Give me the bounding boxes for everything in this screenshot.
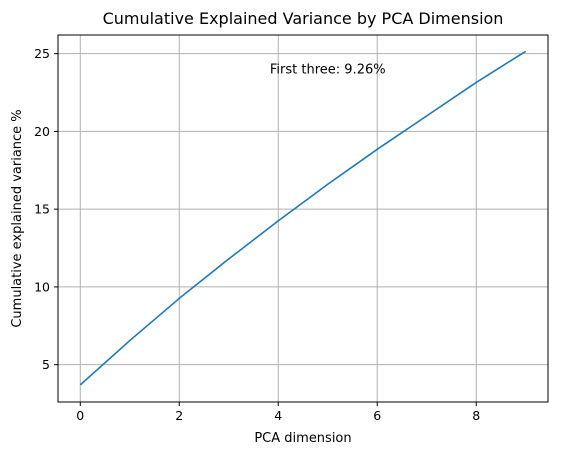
chart-title: Cumulative Explained Variance by PCA Dim… (103, 9, 504, 28)
y-axis-label: Cumulative explained variance % (10, 109, 25, 327)
x-tick-label-1: 2 (175, 408, 183, 423)
grid (58, 35, 548, 402)
y-tick-label-2: 15 (34, 202, 50, 217)
y-tick-label-0: 5 (42, 357, 50, 372)
y-tick-label-4: 25 (34, 46, 50, 61)
x-tick-label-4: 8 (472, 408, 480, 423)
x-axis-label: PCA dimension (254, 431, 351, 446)
x-tick-label-0: 0 (76, 408, 84, 423)
x-tick-label-2: 4 (274, 408, 282, 423)
series-layer (79, 50, 527, 386)
y-tick-label-3: 20 (34, 124, 50, 139)
ticks: 0 2 4 6 8 5 10 15 20 25 (34, 46, 480, 423)
plot-frame (57, 34, 549, 403)
series-line-0 (79, 50, 527, 386)
annotation-label: First three: 9.26% (270, 63, 386, 78)
x-tick-label-3: 6 (373, 408, 381, 423)
y-tick-label-1: 10 (34, 279, 50, 294)
